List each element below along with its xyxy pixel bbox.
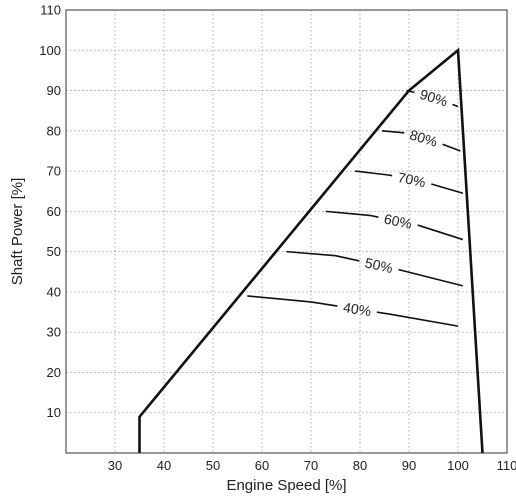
contour-line-60pct [325, 210, 379, 218]
contour-line-80pct [442, 143, 461, 152]
grid-lines [66, 10, 507, 453]
x-tick-label: 50 [206, 458, 220, 473]
y-axis-label: Shaft Power [%] [9, 178, 26, 286]
x-tick-label: 90 [402, 458, 416, 473]
y-tick-label: 50 [47, 244, 61, 259]
operating-envelope [138, 47, 484, 454]
contour-line-80pct [381, 130, 405, 134]
contour-line-40pct [247, 295, 338, 307]
x-tick-label: 60 [255, 458, 269, 473]
contour-label: 70% [396, 169, 427, 190]
contour-label: 50% [364, 254, 395, 276]
y-tick-label: 110 [40, 3, 61, 18]
y-tick-label: 80 [47, 123, 61, 138]
y-tick-label: 30 [47, 325, 61, 340]
y-tick-labels: 10 20 30 40 50 60 70 80 90 100 110 [39, 3, 61, 421]
plot-frame [65, 9, 508, 454]
x-tick-label: 40 [157, 458, 171, 473]
x-tick-label: 110 [497, 458, 516, 473]
contour-line-50pct [286, 250, 360, 262]
contour-line-70pct [355, 170, 393, 177]
x-tick-label: 80 [353, 458, 367, 473]
contour-line-40pct [376, 311, 459, 327]
x-tick-label: 70 [304, 458, 318, 473]
x-tick-labels: 30 40 50 60 70 80 90 100 110 [108, 458, 516, 473]
contour-line-60pct [417, 224, 464, 241]
contour-line-70pct [431, 183, 464, 195]
y-tick-label: 100 [39, 43, 61, 58]
contour-lines: 90% 80% 70% 60% 50% 40% [247, 86, 464, 327]
contour-label: 60% [383, 211, 414, 232]
contour-label: 90% [418, 86, 450, 110]
x-tick-label: 100 [447, 458, 469, 473]
y-tick-label: 60 [47, 204, 61, 219]
y-tick-label: 10 [47, 405, 61, 420]
contour-label: 80% [408, 126, 439, 149]
y-tick-label: 20 [47, 365, 61, 380]
y-tick-label: 40 [47, 284, 61, 299]
x-axis-label: Engine Speed [%] [226, 477, 346, 494]
contour-line-50pct [398, 268, 464, 287]
contour-label: 40% [342, 299, 372, 319]
x-tick-label: 30 [108, 458, 122, 473]
y-tick-label: 90 [47, 83, 61, 98]
contour-line-90pct [452, 103, 459, 108]
y-tick-label: 70 [47, 164, 61, 179]
